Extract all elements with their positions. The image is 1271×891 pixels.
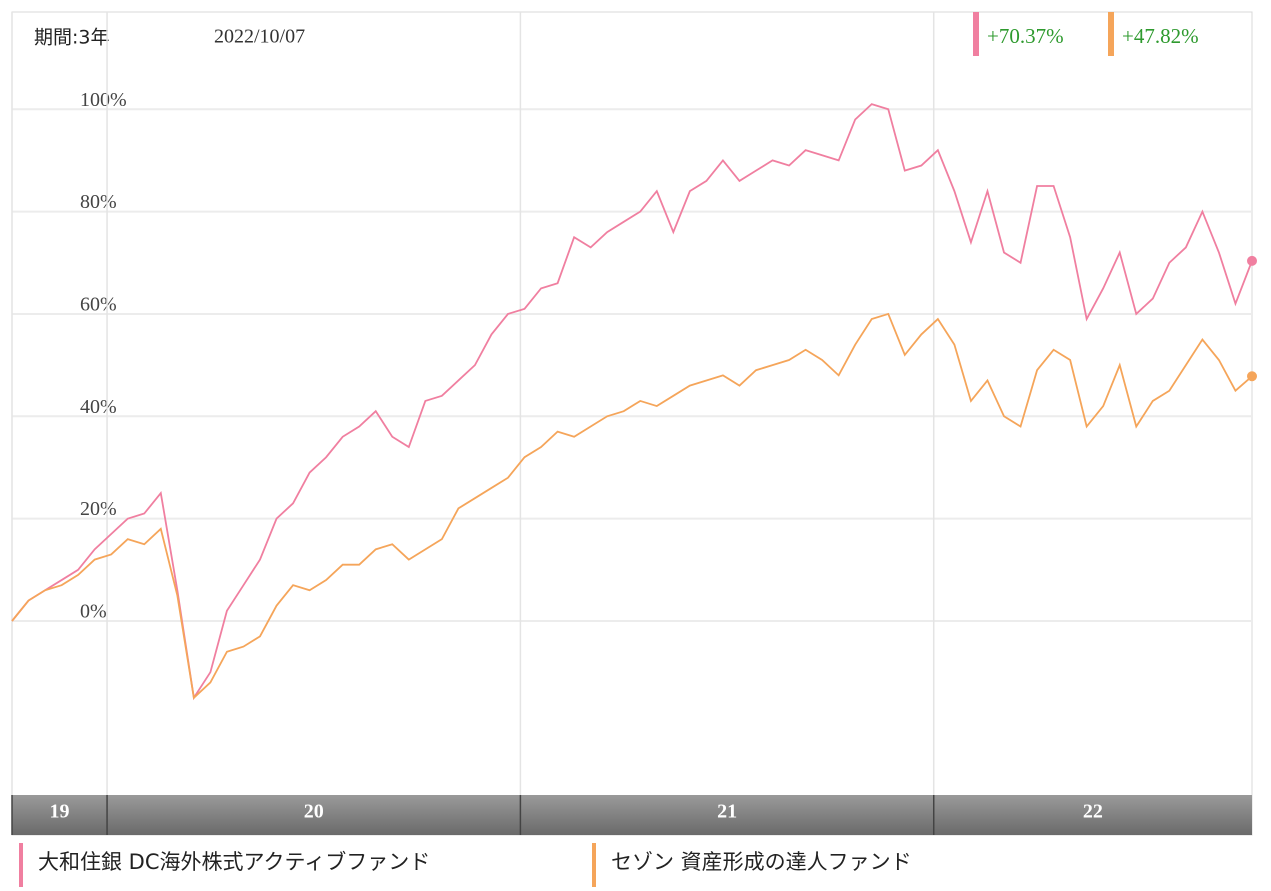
legend-swatch bbox=[19, 843, 23, 887]
series-line bbox=[11, 103, 1253, 701]
plot-frame bbox=[11, 11, 1253, 836]
badge-swatch bbox=[1108, 12, 1114, 56]
y-tick-label: 0% bbox=[80, 601, 107, 623]
value-label: +47.82% bbox=[1122, 24, 1199, 48]
series-line bbox=[11, 312, 1253, 700]
y-tick-label: 40% bbox=[80, 396, 117, 418]
y-tick-label: 60% bbox=[80, 294, 117, 316]
legend-swatch bbox=[592, 843, 596, 887]
value-label: +70.37% bbox=[987, 24, 1064, 48]
x-axis-band bbox=[12, 795, 1252, 835]
y-tick-label: 80% bbox=[80, 191, 117, 213]
x-tick-label: 21 bbox=[717, 801, 737, 823]
end-marker bbox=[1247, 255, 1257, 266]
date-label: 2022/10/07 bbox=[214, 26, 305, 48]
end-marker bbox=[1247, 371, 1257, 382]
y-tick-label: 20% bbox=[80, 498, 117, 520]
x-tick-label: 19 bbox=[50, 801, 70, 823]
legend-label: セゾン 資産形成の達人ファンド bbox=[611, 850, 912, 874]
x-tick-label: 20 bbox=[304, 801, 324, 823]
x-tick-label: 22 bbox=[1083, 801, 1103, 823]
y-tick-label: 100% bbox=[80, 89, 127, 111]
badge-swatch bbox=[973, 12, 979, 56]
legend-label: 大和住銀 DC海外株式アクティブファンド bbox=[38, 850, 430, 874]
period-label: 期間:3年 bbox=[34, 27, 110, 49]
